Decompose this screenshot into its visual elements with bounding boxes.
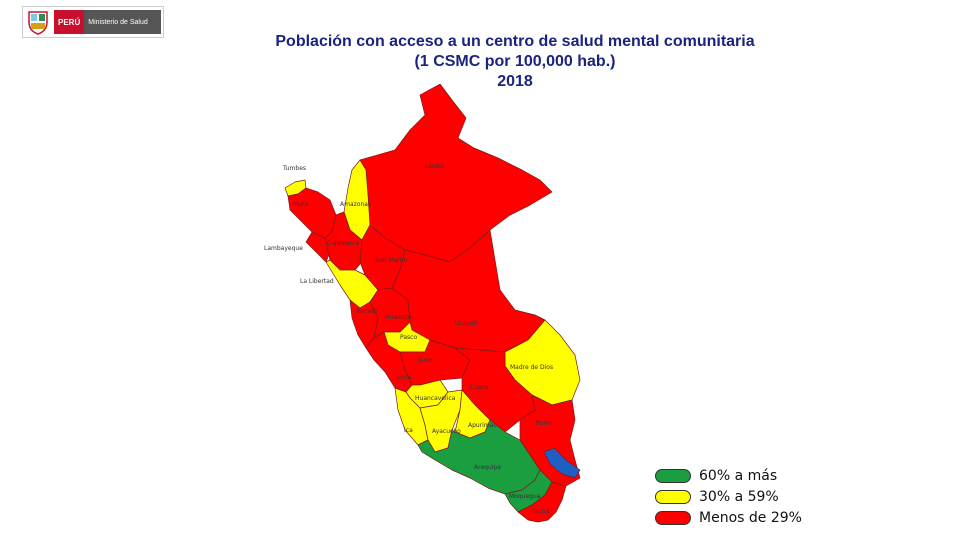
legend-label-medium: 30% a 59%	[699, 488, 779, 505]
label-lima: Lima	[397, 374, 412, 381]
label-madre-de-dios: Madre de Dios	[510, 364, 553, 371]
label-huanuco: Huánuco	[385, 314, 412, 321]
label-ica: Ica	[404, 427, 413, 434]
label-pasco: Pasco	[400, 334, 417, 341]
legend-swatch-high	[655, 468, 691, 483]
label-cajamarca: Cajamarca	[327, 240, 359, 247]
label-la-libertad: La Libertad	[300, 278, 334, 285]
title-line-2: (1 CSMC por 100,000 hab.)	[414, 53, 616, 70]
label-cusco: Cusco	[470, 384, 488, 391]
label-ancash: Ancash	[356, 308, 378, 315]
label-tumbes: Tumbes	[282, 165, 306, 172]
region-loreto	[359, 83, 553, 263]
label-ucayali: Ucayali	[455, 320, 477, 327]
label-loreto: Loreto	[425, 163, 444, 170]
legend-row-medium: 30% a 59%	[655, 486, 802, 507]
title-line-3: 2018	[497, 73, 533, 90]
label-ayacucho: Ayacucho	[432, 428, 461, 435]
label-piura: Piura	[293, 201, 308, 208]
ministry-label: Ministerio de Salud	[84, 10, 161, 34]
lake-titicaca	[543, 447, 581, 479]
region-arequipa	[417, 419, 541, 495]
ministry-logo: PERÚ Ministerio de Salud	[22, 6, 164, 38]
label-san-martin: San Martin	[375, 257, 408, 264]
legend-label-low: Menos de 29%	[699, 509, 802, 526]
legend-row-low: Menos de 29%	[655, 507, 802, 528]
label-apurimac: Apurimac	[468, 422, 497, 429]
coat-of-arms-icon	[28, 11, 48, 35]
legend-swatch-medium	[655, 489, 691, 504]
label-lambayeque: Lambayeque	[264, 245, 303, 252]
title-line-1: Población con acceso a un centro de salu…	[275, 33, 755, 50]
legend-label-high: 60% a más	[699, 467, 778, 484]
label-tacna: Tacna	[531, 508, 549, 515]
country-label: PERÚ	[54, 10, 85, 34]
legend: 60% a más 30% a 59% Menos de 29%	[655, 465, 802, 528]
label-puno: Puno	[536, 420, 551, 427]
legend-swatch-low	[655, 510, 691, 525]
label-arequipa: Arequipa	[474, 464, 501, 471]
legend-row-high: 60% a más	[655, 465, 802, 486]
label-moquegua: Moquegua	[509, 493, 541, 500]
label-amazonas: Amazonas	[340, 201, 371, 208]
label-huancavelica: Huancavelica	[415, 395, 456, 402]
region-tacna	[517, 481, 567, 523]
region-piura	[287, 187, 337, 239]
label-junin: Junin	[417, 357, 433, 364]
